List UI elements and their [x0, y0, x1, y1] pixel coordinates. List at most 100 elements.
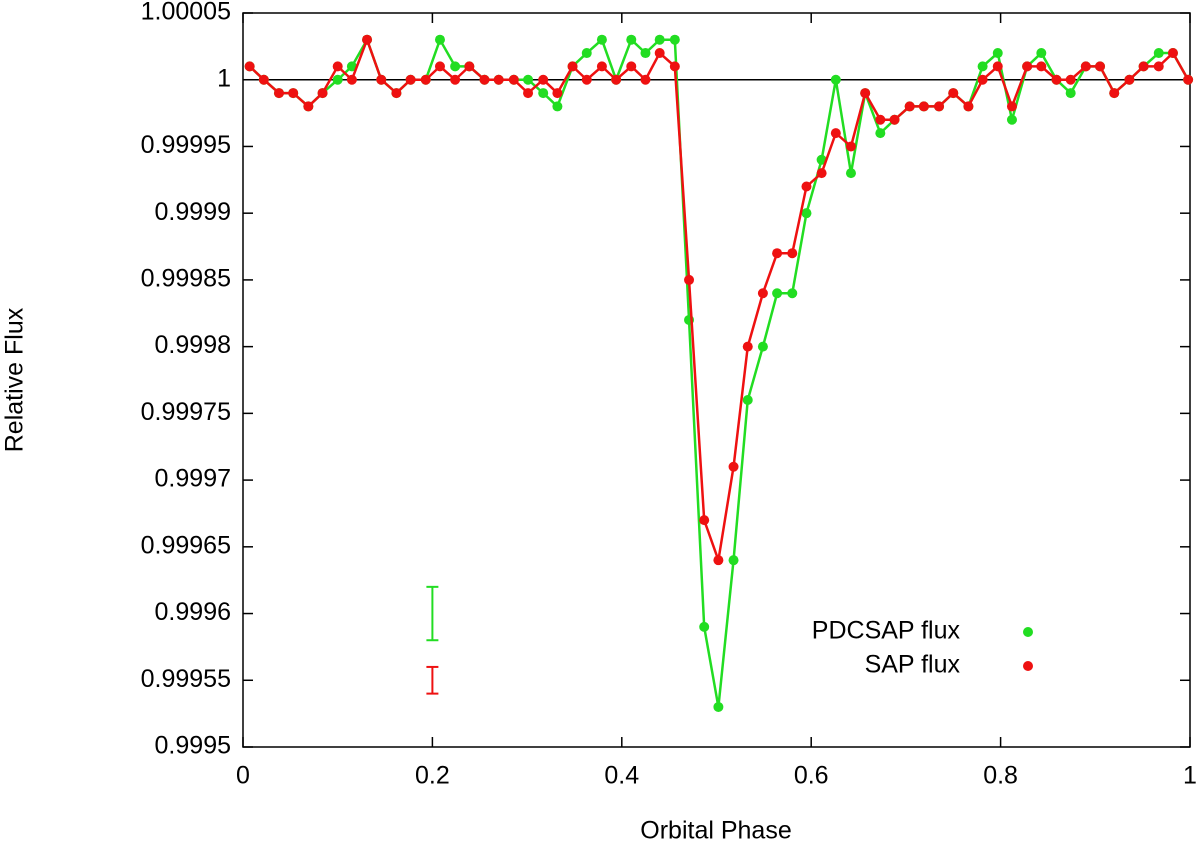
data-point — [904, 101, 915, 112]
data-point — [684, 274, 695, 285]
data-point — [626, 61, 637, 72]
data-point — [450, 74, 461, 85]
data-point — [948, 88, 959, 99]
data-point — [596, 61, 607, 72]
data-point — [1124, 74, 1135, 85]
data-point — [728, 461, 739, 472]
data-point — [611, 74, 622, 85]
data-point — [332, 74, 343, 85]
data-point — [757, 341, 768, 352]
data-point — [801, 208, 812, 219]
data-point — [552, 88, 563, 99]
y-tick-label: 0.99985 — [141, 265, 231, 293]
data-point — [845, 141, 856, 152]
data-point — [317, 88, 328, 99]
x-tick-label: 0 — [236, 762, 250, 790]
x-axis-label: Orbital Phase — [640, 817, 791, 845]
series-line — [248, 36, 1190, 708]
data-point — [508, 74, 519, 85]
data-point — [538, 74, 549, 85]
data-point — [567, 61, 578, 72]
data-point — [875, 114, 886, 125]
data-point — [405, 74, 416, 85]
data-point — [346, 61, 357, 72]
data-point — [581, 74, 592, 85]
data-point — [742, 341, 753, 352]
data-point — [273, 88, 284, 99]
data-point — [860, 88, 871, 99]
data-point — [479, 74, 490, 85]
y-tick-label: 1.00005 — [141, 0, 231, 26]
data-point — [713, 555, 724, 566]
data-point — [889, 114, 900, 125]
y-tick-label: 0.9999 — [155, 198, 231, 226]
data-point — [640, 74, 651, 85]
data-point — [1183, 74, 1194, 85]
data-point — [434, 61, 445, 72]
data-point — [816, 154, 827, 165]
data-point — [538, 88, 549, 99]
data-point — [376, 74, 387, 85]
plot-frame — [242, 12, 1191, 748]
data-point — [1051, 74, 1062, 85]
data-point — [1138, 61, 1149, 72]
data-point — [977, 61, 988, 72]
data-point — [1006, 114, 1017, 125]
y-tick-label: 0.99975 — [141, 398, 231, 426]
data-point — [992, 61, 1003, 72]
data-point — [581, 48, 592, 59]
legend-marker — [1023, 627, 1033, 637]
legend-label: SAP flux — [865, 651, 961, 679]
data-point — [816, 168, 827, 179]
data-point — [1006, 101, 1017, 112]
data-point — [450, 61, 461, 72]
data-point — [669, 34, 680, 45]
x-tick-label: 0.8 — [983, 762, 1018, 790]
y-tick-label: 0.9998 — [155, 331, 231, 359]
data-point — [362, 34, 373, 45]
y-axis-label: Relative Flux — [1, 307, 29, 452]
data-point — [992, 48, 1003, 59]
data-point — [626, 34, 637, 45]
data-point — [875, 128, 886, 139]
data-point — [288, 88, 299, 99]
data-point — [1065, 88, 1076, 99]
data-point — [303, 101, 314, 112]
data-point — [1065, 74, 1076, 85]
series-line — [248, 36, 1190, 561]
data-point — [1095, 61, 1106, 72]
x-tick-label: 0.6 — [794, 762, 829, 790]
data-point — [346, 74, 357, 85]
legend-marker — [1023, 661, 1033, 671]
y-tick-label: 1 — [217, 64, 231, 92]
data-point — [787, 288, 798, 299]
legend-label: PDCSAP flux — [812, 617, 961, 645]
data-point — [699, 621, 710, 632]
data-point — [596, 34, 607, 45]
data-point — [654, 34, 665, 45]
data-point — [1153, 48, 1164, 59]
data-point — [332, 61, 343, 72]
y-tick-label: 0.9997 — [155, 465, 231, 493]
data-point — [728, 555, 739, 566]
data-point — [1109, 88, 1120, 99]
y-tick-label: 0.9996 — [155, 598, 231, 626]
data-point — [801, 181, 812, 192]
x-tick-label: 0.2 — [415, 762, 450, 790]
y-tick-label: 0.99955 — [141, 665, 231, 693]
data-point — [742, 395, 753, 406]
data-point — [830, 74, 841, 85]
data-point — [830, 128, 841, 139]
data-point — [787, 248, 798, 259]
data-point — [713, 701, 724, 712]
data-point — [434, 34, 445, 45]
y-tick-label: 0.99965 — [141, 531, 231, 559]
data-point — [640, 48, 651, 59]
data-point — [493, 74, 504, 85]
data-point — [654, 48, 665, 59]
data-point — [244, 61, 255, 72]
data-point — [258, 74, 269, 85]
data-point — [464, 61, 475, 72]
